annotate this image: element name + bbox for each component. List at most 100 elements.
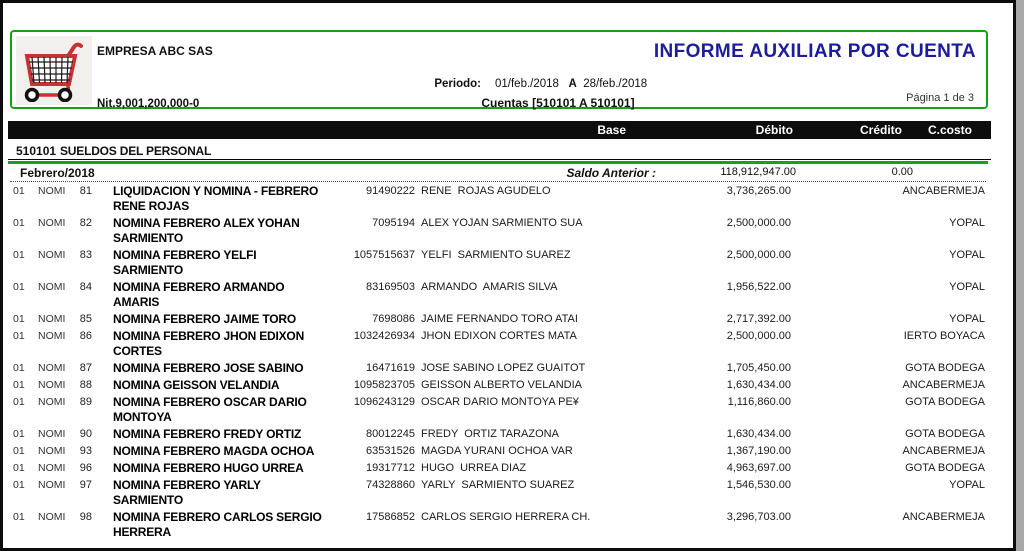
row-doc-code: 01 bbox=[13, 396, 25, 408]
period-to: 28/feb./2018 bbox=[583, 78, 648, 90]
row-cost-center: IERTO BOYACA bbox=[903, 330, 985, 342]
row-third-party-id: 16471619 bbox=[366, 362, 415, 374]
row-cost-center: ANCABERMEJA bbox=[902, 379, 985, 391]
row-doc-type: NOMI bbox=[38, 330, 66, 342]
row-concept: NOMINA FEBRERO JAIME TORO bbox=[113, 312, 297, 326]
row-cost-center: GOTA BODEGA bbox=[905, 462, 985, 474]
row-debito: 2,500,000.00 bbox=[726, 249, 791, 261]
row-third-party-name: ARMANDO AMARIS SILVA bbox=[421, 281, 558, 293]
row-doc-type: NOMI bbox=[38, 217, 66, 229]
table-row: 01 NOMI 84 NOMINA FEBRERO ARMANDO AMARIS… bbox=[3, 280, 1013, 310]
row-third-party-name: JHON EDIXON CORTES MATA bbox=[421, 330, 577, 342]
row-doc-type: NOMI bbox=[38, 313, 66, 325]
company-logo bbox=[16, 36, 92, 105]
period-line: Periodo: 01/feb./2018 A 28/feb./2018 bbox=[12, 78, 672, 92]
row-doc-code: 01 bbox=[13, 479, 25, 491]
row-cost-center: YOPAL bbox=[949, 249, 985, 261]
row-doc-type: NOMI bbox=[38, 511, 66, 523]
table-row: 01 NOMI 98 NOMINA FEBRERO CARLOS SERGIO … bbox=[3, 510, 1013, 540]
table-row: 01 NOMI 96 NOMINA FEBRERO HUGO URREA 193… bbox=[3, 461, 1013, 476]
row-third-party-name: RENE ROJAS AGUDELO bbox=[421, 185, 551, 197]
row-doc-number: 98 bbox=[79, 511, 92, 523]
row-cost-center: GOTA BODEGA bbox=[905, 362, 985, 374]
row-concept: NOMINA FEBRERO MAGDA OCHOA bbox=[113, 444, 315, 458]
row-cost-center: GOTA BODEGA bbox=[905, 428, 985, 440]
row-third-party-name: ALEX YOJAN SARMIENTO SUA bbox=[421, 217, 583, 229]
row-debito: 2,500,000.00 bbox=[726, 217, 791, 229]
row-third-party-name: JOSE SABINO LOPEZ GUAITOT bbox=[421, 362, 586, 374]
row-doc-code: 01 bbox=[13, 313, 25, 325]
row-concept: NOMINA FEBRERO JHON EDIXON CORTES bbox=[113, 329, 305, 358]
period-values: 01/feb./2018 A 28/feb./2018 bbox=[495, 78, 647, 90]
row-cost-center: ANCABERMEJA bbox=[902, 185, 985, 197]
report-title: INFORME AUXILIAR POR CUENTA bbox=[653, 41, 976, 62]
table-row: 01 NOMI 90 NOMINA FEBRERO FREDY ORTIZ 80… bbox=[3, 427, 1013, 442]
table-row: 01 NOMI 81 LIQUIDACION Y NOMINA - FEBRER… bbox=[3, 184, 1013, 214]
row-doc-code: 01 bbox=[13, 330, 25, 342]
month-label: Febrero/2018 bbox=[20, 166, 95, 180]
row-third-party-id: 80012245 bbox=[366, 428, 415, 440]
row-doc-code: 01 bbox=[13, 217, 25, 229]
table-row: 01 NOMI 83 NOMINA FEBRERO YELFI SARMIENT… bbox=[3, 248, 1013, 278]
row-debito: 1,630,434.00 bbox=[726, 379, 791, 391]
saldo-anterior-credito: 0.00 bbox=[891, 166, 913, 178]
row-concept: NOMINA FEBRERO ARMANDO AMARIS bbox=[113, 280, 285, 309]
saldo-anterior-debito: 118,912,947.00 bbox=[720, 166, 796, 178]
row-doc-number: 85 bbox=[79, 313, 92, 325]
table-row: 01 NOMI 87 NOMINA FEBRERO JOSE SABINO 16… bbox=[3, 361, 1013, 376]
row-debito: 1,367,190.00 bbox=[726, 445, 791, 457]
period-from: 01/feb./2018 bbox=[495, 78, 559, 90]
row-third-party-id: 1032426934 bbox=[353, 330, 415, 342]
row-doc-number: 88 bbox=[79, 379, 92, 391]
row-doc-number: 83 bbox=[79, 249, 92, 261]
row-doc-type: NOMI bbox=[38, 249, 66, 261]
column-header-credito: Crédito bbox=[860, 123, 902, 137]
row-debito: 2,717,392.00 bbox=[726, 313, 791, 325]
row-debito: 3,296,703.00 bbox=[726, 511, 791, 523]
table-row: 01 NOMI 85 NOMINA FEBRERO JAIME TORO 769… bbox=[3, 312, 1013, 327]
row-third-party-id: 7095194 bbox=[372, 217, 415, 229]
row-doc-code: 01 bbox=[13, 511, 25, 523]
page-number: Página 1 de 3 bbox=[906, 92, 974, 104]
row-debito: 3,736,265.00 bbox=[726, 185, 791, 197]
row-cost-center: ANCABERMEJA bbox=[902, 511, 985, 523]
report-header-box: EMPRESA ABC SAS Nit.9,001,200,000-0 INFO… bbox=[10, 30, 988, 110]
dotted-divider bbox=[10, 181, 986, 182]
row-doc-number: 86 bbox=[79, 330, 92, 342]
row-concept: NOMINA FEBRERO HUGO URREA bbox=[113, 461, 304, 475]
row-debito: 1,546,530.00 bbox=[726, 479, 791, 491]
row-debito: 4,963,697.00 bbox=[726, 462, 791, 474]
row-doc-number: 81 bbox=[79, 185, 92, 197]
row-cost-center: YOPAL bbox=[949, 479, 985, 491]
row-third-party-name: OSCAR DARIO MONTOYA PE¥ bbox=[421, 396, 579, 408]
row-cost-center: GOTA BODEGA bbox=[905, 396, 985, 408]
row-doc-number: 93 bbox=[79, 445, 92, 457]
row-debito: 2,500,000.00 bbox=[726, 330, 791, 342]
row-doc-type: NOMI bbox=[38, 379, 66, 391]
row-third-party-name: CARLOS SERGIO HERRERA CH. bbox=[421, 511, 591, 523]
row-doc-code: 01 bbox=[13, 428, 25, 440]
accounts-range: Cuentas [510101 A 510101] bbox=[481, 96, 635, 110]
row-cost-center: YOPAL bbox=[949, 313, 985, 325]
shopping-cart-icon bbox=[24, 42, 83, 102]
row-third-party-id: 91490222 bbox=[366, 185, 415, 197]
row-third-party-id: 7698086 bbox=[372, 313, 415, 325]
row-third-party-id: 63531526 bbox=[366, 445, 415, 457]
row-doc-type: NOMI bbox=[38, 396, 66, 408]
row-doc-number: 89 bbox=[79, 396, 92, 408]
row-debito: 1,116,860.00 bbox=[727, 396, 791, 408]
row-doc-number: 82 bbox=[79, 217, 92, 229]
row-doc-number: 97 bbox=[79, 479, 92, 491]
table-row: 01 NOMI 97 NOMINA FEBRERO YARLY SARMIENT… bbox=[3, 478, 1013, 508]
row-third-party-name: JAIME FERNANDO TORO ATAI bbox=[421, 313, 578, 325]
table-row: 01 NOMI 88 NOMINA GEISSON VELANDIA 10958… bbox=[3, 378, 1013, 393]
row-doc-type: NOMI bbox=[38, 185, 66, 197]
row-doc-type: NOMI bbox=[38, 281, 66, 293]
row-doc-type: NOMI bbox=[38, 428, 66, 440]
row-third-party-id: 1057515637 bbox=[353, 249, 415, 261]
row-doc-number: 84 bbox=[79, 281, 92, 293]
row-concept: LIQUIDACION Y NOMINA - FEBRERO RENE ROJA… bbox=[113, 184, 319, 213]
row-third-party-id: 1095823705 bbox=[353, 379, 415, 391]
